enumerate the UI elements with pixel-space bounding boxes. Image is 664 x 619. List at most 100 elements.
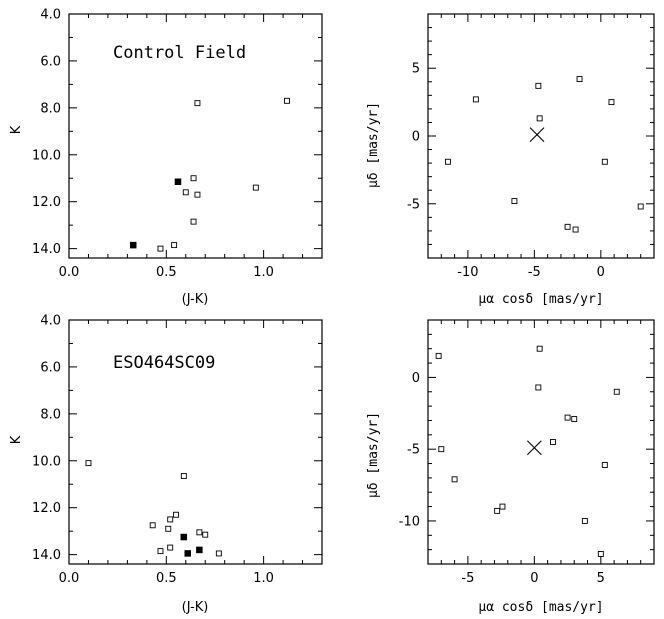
open-square-point — [284, 97, 290, 104]
open-square-point — [597, 551, 604, 557]
y-tick-label: 14.0 — [32, 548, 61, 563]
y-tick-label: 5 — [412, 62, 420, 77]
plot-frame — [68, 13, 323, 259]
y-tick-label: 14.0 — [32, 242, 61, 257]
open-square-point — [85, 460, 92, 467]
proper-motion-control-field-panel: -10 -5 0 -5 0 5 μα cosδ [mas/yr] μδ [mas/yr] — [366, 13, 655, 307]
y-tick-label: 8.0 — [40, 407, 61, 422]
y-tick-label: 8.0 — [40, 101, 61, 116]
x-tick-label: 1.0 — [253, 571, 274, 586]
open-square-point — [190, 218, 197, 225]
plot-frame — [68, 319, 323, 565]
open-square-point — [182, 189, 189, 196]
open-square-point — [167, 544, 174, 551]
open-square-point — [576, 76, 583, 83]
open-square-point — [173, 511, 179, 518]
x-tick-label: 5 — [597, 571, 605, 586]
x-tick-label: 0 — [597, 265, 605, 280]
x-tick-label: -5 — [528, 265, 541, 280]
open-square-point — [196, 529, 203, 536]
x-tick-label: -5 — [461, 571, 474, 586]
open-square-point — [157, 245, 164, 252]
filled-square-point — [180, 533, 188, 541]
filled-square-point — [184, 550, 191, 557]
open-square-point — [435, 352, 442, 359]
cross-stroke — [526, 440, 542, 456]
open-square-point — [494, 507, 501, 514]
y-tick-label: 10.0 — [32, 148, 61, 163]
panel-title: Control Field — [113, 43, 246, 63]
cluster-mean-cross — [529, 127, 545, 143]
open-square-point — [451, 476, 458, 483]
y-axis-label: K — [9, 435, 24, 444]
y-tick-label: 10.0 — [32, 454, 61, 469]
x-axis-label: (J-K) — [182, 292, 209, 307]
open-square-point — [215, 550, 222, 557]
open-square-point — [165, 525, 172, 532]
y-tick-label: 6.0 — [40, 360, 61, 375]
y-tick-label: 12.0 — [32, 195, 61, 210]
y-tick-label: -5 — [407, 197, 420, 212]
open-square-point — [613, 388, 620, 395]
open-square-point — [190, 175, 197, 182]
plot-frame — [427, 319, 655, 565]
y-tick-label: 4.0 — [40, 314, 61, 329]
y-axis-label: μδ [mas/yr] — [366, 412, 381, 498]
open-square-point — [194, 191, 201, 198]
open-square-point — [536, 345, 543, 352]
x-tick-label: 1.0 — [253, 265, 274, 280]
open-square-point — [180, 473, 187, 479]
y-axis-label: μδ [mas/yr] — [366, 102, 381, 188]
x-tick-label: -10 — [457, 265, 478, 280]
open-square-point — [535, 384, 542, 391]
x-axis-label: μα cosδ [mas/yr] — [478, 292, 603, 307]
open-square-point — [202, 531, 209, 538]
open-square-point — [564, 223, 571, 230]
x-tick-label: 0.5 — [156, 265, 177, 280]
open-square-point — [601, 158, 608, 165]
x-tick-label: 0.5 — [156, 571, 177, 586]
open-square-point — [194, 100, 201, 107]
open-square-point — [581, 517, 588, 524]
open-square-point — [536, 115, 543, 122]
y-tick-label: 6.0 — [40, 54, 61, 69]
open-square-point — [252, 184, 259, 191]
filled-square-point — [174, 178, 182, 185]
open-square-point — [511, 198, 518, 205]
plot-frame — [427, 13, 655, 259]
open-square-point — [550, 439, 556, 445]
y-tick-label: -10 — [399, 514, 420, 529]
x-axis-label: μα cosδ [mas/yr] — [478, 600, 603, 615]
open-square-point — [149, 522, 156, 529]
cluster-mean-cross — [526, 440, 542, 456]
y-tick-label: -5 — [407, 443, 420, 458]
filled-square-point — [129, 241, 137, 249]
open-square-point — [572, 226, 579, 233]
open-square-point — [171, 242, 178, 249]
x-tick-label: 0.0 — [59, 571, 80, 586]
cmd-control-field-panel: 0.0 0.5 1.0 4.0 6.0 8.0 10.0 12.0 14.0 (J-K) K Cont… — [9, 8, 323, 307]
y-tick-label: 12.0 — [32, 501, 61, 516]
x-axis-label: (J-K) — [182, 600, 209, 615]
open-square-point — [571, 416, 578, 422]
panel-title: ESO464SC09 — [113, 353, 215, 373]
open-square-point — [499, 503, 506, 510]
x-tick-label: 0 — [530, 571, 538, 586]
open-square-point — [601, 462, 608, 468]
y-tick-label: 0 — [412, 130, 420, 145]
open-square-point — [535, 82, 542, 89]
open-square-point — [564, 414, 571, 421]
y-tick-label: 4.0 — [40, 8, 61, 23]
open-square-point — [444, 158, 451, 165]
open-square-point — [167, 516, 174, 523]
y-tick-label: 0 — [412, 371, 420, 386]
open-square-point — [608, 99, 615, 106]
open-square-point — [472, 96, 479, 103]
open-square-point — [157, 548, 164, 555]
filled-square-point — [196, 546, 203, 554]
x-tick-label: 0.0 — [59, 265, 80, 280]
open-square-point — [438, 446, 445, 453]
cross-stroke — [529, 127, 545, 143]
open-square-point — [637, 203, 644, 210]
